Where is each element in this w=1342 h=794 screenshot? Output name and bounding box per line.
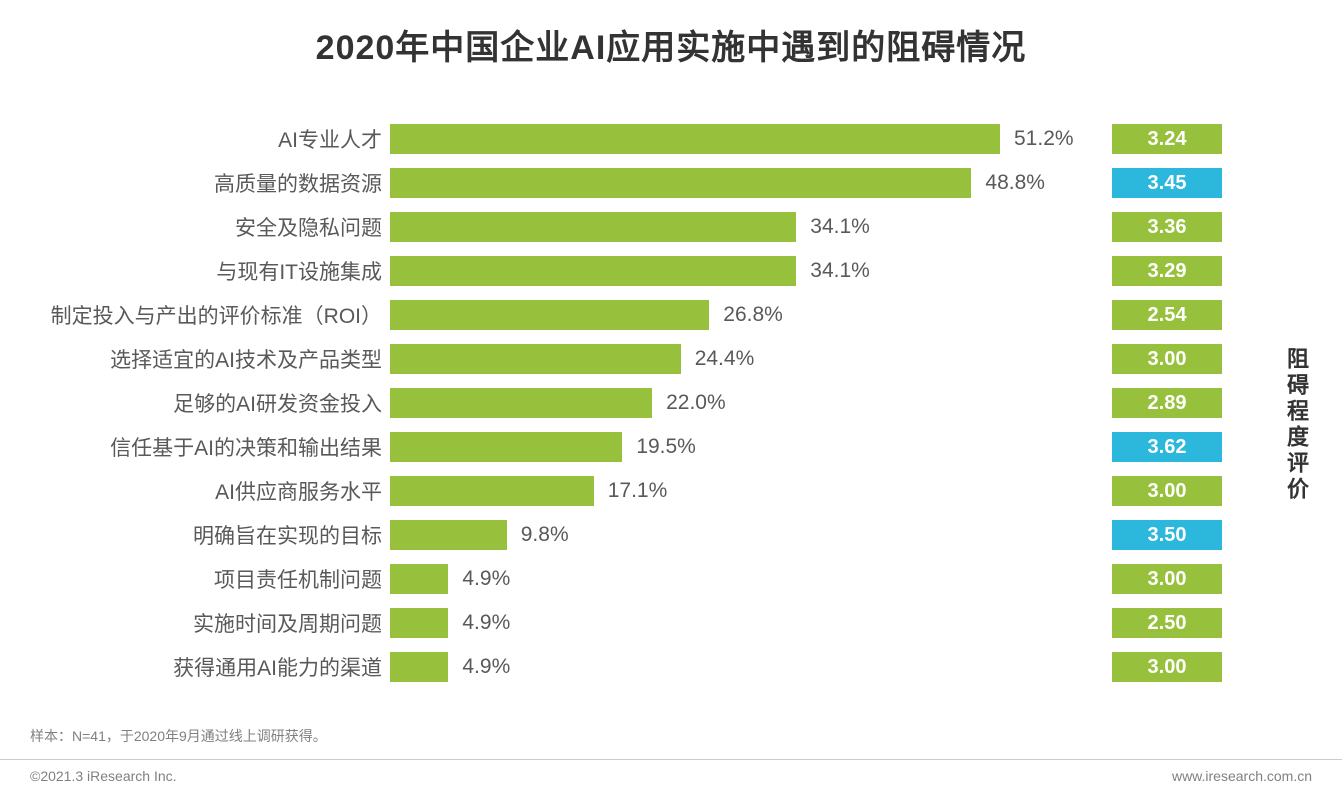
category-label: 明确旨在实现的目标: [50, 520, 390, 550]
chart-row: 信任基于AI的决策和输出结果 19.5% 3.62: [50, 427, 1262, 467]
bar: [390, 212, 796, 242]
rows-container: AI专业人才 51.2% 3.24 高质量的数据资源 48.8% 3.45 安全及隐私问题 3…: [50, 119, 1262, 691]
chart-row: 制定投入与产出的评价标准（ROI） 26.8% 2.54: [50, 295, 1262, 335]
score-cell: 2.54: [1112, 300, 1222, 330]
bar-zone: 19.5%: [390, 427, 1100, 467]
bar: [390, 652, 448, 682]
category-label: 选择适宜的AI技术及产品类型: [50, 344, 390, 374]
bar-zone: 9.8%: [390, 515, 1100, 555]
chart-row: 获得通用AI能力的渠道 4.9% 3.00: [50, 647, 1262, 687]
chart-area: AI专业人才 51.2% 3.24 高质量的数据资源 48.8% 3.45 安全及隐私问题 3…: [30, 119, 1312, 691]
chart-row: 明确旨在实现的目标 9.8% 3.50: [50, 515, 1262, 555]
bar-zone: 4.9%: [390, 559, 1100, 599]
percent-label: 4.9%: [462, 611, 510, 635]
score-cell: 3.50: [1112, 520, 1222, 550]
category-label: AI专业人才: [50, 124, 390, 154]
bar-zone: 26.8%: [390, 295, 1100, 335]
score-cell: 3.00: [1112, 476, 1222, 506]
score-cell: 3.00: [1112, 564, 1222, 594]
chart-row: 高质量的数据资源 48.8% 3.45: [50, 163, 1262, 203]
chart-row: 足够的AI研发资金投入 22.0% 2.89: [50, 383, 1262, 423]
percent-label: 19.5%: [636, 435, 696, 459]
bar-zone: 48.8%: [390, 163, 1100, 203]
score-cell: 3.00: [1112, 652, 1222, 682]
percent-label: 17.1%: [608, 479, 668, 503]
percent-label: 34.1%: [810, 215, 870, 239]
percent-label: 26.8%: [723, 303, 783, 327]
bar: [390, 520, 507, 550]
bar: [390, 388, 652, 418]
score-cell: 3.36: [1112, 212, 1222, 242]
footer-bar: ©2021.3 iResearch Inc. www.iresearch.com…: [0, 759, 1342, 794]
bar: [390, 476, 594, 506]
chart-row: 实施时间及周期问题 4.9% 2.50: [50, 603, 1262, 643]
score-cell: 2.50: [1112, 608, 1222, 638]
copyright: ©2021.3 iResearch Inc.: [30, 768, 177, 784]
footnote: 样本：N=41，于2020年9月通过线上调研获得。: [30, 726, 327, 746]
category-label: 获得通用AI能力的渠道: [50, 652, 390, 682]
chart-row: 选择适宜的AI技术及产品类型 24.4% 3.00: [50, 339, 1262, 379]
bar: [390, 432, 622, 462]
chart-row: 安全及隐私问题 34.1% 3.36: [50, 207, 1262, 247]
percent-label: 48.8%: [985, 171, 1045, 195]
category-label: 与现有IT设施集成: [50, 256, 390, 286]
bar: [390, 256, 796, 286]
chart-title: 2020年中国企业AI应用实施中遇到的阻碍情况: [30, 20, 1312, 69]
percent-label: 51.2%: [1014, 127, 1074, 151]
percent-label: 4.9%: [462, 655, 510, 679]
bar-zone: 4.9%: [390, 603, 1100, 643]
percent-label: 9.8%: [521, 523, 569, 547]
bar-zone: 34.1%: [390, 207, 1100, 247]
category-label: 信任基于AI的决策和输出结果: [50, 432, 390, 462]
score-cell: 3.45: [1112, 168, 1222, 198]
bar-zone: 34.1%: [390, 251, 1100, 291]
chart-container: 2020年中国企业AI应用实施中遇到的阻碍情况 AI专业人才 51.2% 3.24 高…: [0, 0, 1342, 794]
bar: [390, 300, 709, 330]
chart-row: 与现有IT设施集成 34.1% 3.29: [50, 251, 1262, 291]
source-url: www.iresearch.com.cn: [1172, 768, 1312, 784]
bar: [390, 344, 681, 374]
category-label: 足够的AI研发资金投入: [50, 388, 390, 418]
score-cell: 3.29: [1112, 256, 1222, 286]
bar-zone: 51.2%: [390, 119, 1100, 159]
category-label: 安全及隐私问题: [50, 212, 390, 242]
category-label: 高质量的数据资源: [50, 168, 390, 198]
bar: [390, 608, 448, 638]
category-label: AI供应商服务水平: [50, 476, 390, 506]
percent-label: 4.9%: [462, 567, 510, 591]
bar-zone: 17.1%: [390, 471, 1100, 511]
category-label: 制定投入与产出的评价标准（ROI）: [50, 300, 390, 330]
score-cell: 3.24: [1112, 124, 1222, 154]
bar-zone: 4.9%: [390, 647, 1100, 687]
category-label: 项目责任机制问题: [50, 564, 390, 594]
score-cell: 2.89: [1112, 388, 1222, 418]
bar-zone: 24.4%: [390, 339, 1100, 379]
chart-row: AI供应商服务水平 17.1% 3.00: [50, 471, 1262, 511]
bar: [390, 564, 448, 594]
percent-label: 24.4%: [695, 347, 755, 371]
chart-row: 项目责任机制问题 4.9% 3.00: [50, 559, 1262, 599]
bar: [390, 124, 1000, 154]
percent-label: 34.1%: [810, 259, 870, 283]
percent-label: 22.0%: [666, 391, 726, 415]
category-label: 实施时间及周期问题: [50, 608, 390, 638]
bar-zone: 22.0%: [390, 383, 1100, 423]
chart-row: AI专业人才 51.2% 3.24: [50, 119, 1262, 159]
score-cell: 3.62: [1112, 432, 1222, 462]
side-axis-label: 阻碍程度评价: [1280, 307, 1312, 503]
bar: [390, 168, 971, 198]
score-cell: 3.00: [1112, 344, 1222, 374]
